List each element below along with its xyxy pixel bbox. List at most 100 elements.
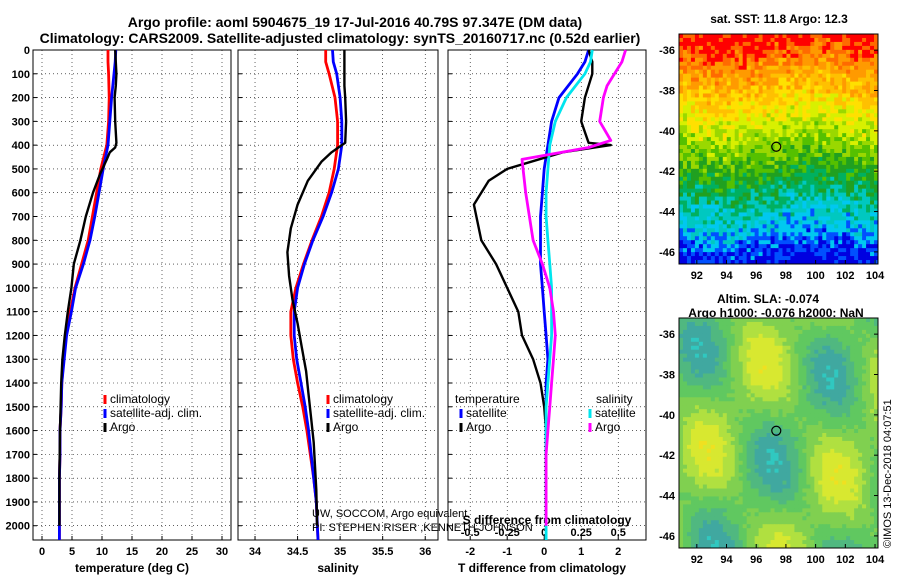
map-cell bbox=[706, 168, 712, 174]
map-cell bbox=[870, 105, 875, 110]
map-cell bbox=[746, 381, 752, 386]
map-cell bbox=[862, 405, 867, 410]
map-cell bbox=[814, 101, 819, 106]
map-cell bbox=[714, 224, 720, 229]
map-cell bbox=[866, 204, 871, 209]
map-cell bbox=[854, 121, 859, 126]
map-cell bbox=[766, 440, 771, 446]
map-cell bbox=[762, 405, 767, 410]
map-cell bbox=[679, 325, 684, 331]
map-cell bbox=[838, 57, 843, 63]
map-cell bbox=[838, 401, 843, 406]
map-cell bbox=[866, 137, 871, 142]
map-cell bbox=[838, 220, 843, 225]
map-cell bbox=[682, 141, 688, 146]
map-cell bbox=[734, 180, 740, 186]
map-cell bbox=[838, 456, 843, 462]
map-cell bbox=[738, 393, 744, 398]
map-cell bbox=[830, 409, 835, 414]
map-cell bbox=[854, 341, 859, 347]
map-cell bbox=[802, 325, 807, 331]
map-cell bbox=[802, 156, 807, 162]
map-cell bbox=[782, 252, 787, 257]
map-cell bbox=[726, 397, 732, 402]
map-cell bbox=[690, 248, 696, 253]
map-cell bbox=[694, 349, 700, 355]
map-cell bbox=[702, 89, 708, 94]
map-cell bbox=[750, 141, 756, 146]
map-cell bbox=[858, 53, 863, 59]
map-cell bbox=[754, 357, 759, 363]
map-cell bbox=[862, 37, 867, 43]
map-cell bbox=[686, 429, 692, 434]
map-cell bbox=[758, 196, 763, 201]
map-cell bbox=[710, 53, 716, 59]
map-cell bbox=[722, 168, 728, 174]
map-cell bbox=[834, 349, 839, 355]
map-cell bbox=[730, 188, 736, 194]
map-cell bbox=[710, 156, 716, 162]
map-cell bbox=[786, 232, 791, 237]
map-cell bbox=[798, 397, 803, 402]
map-cell bbox=[874, 260, 879, 265]
map-cell bbox=[718, 385, 724, 390]
map-cell bbox=[742, 188, 748, 194]
map-cell bbox=[814, 236, 819, 241]
map-cell bbox=[694, 256, 700, 261]
map-cell bbox=[870, 409, 875, 414]
map-cell bbox=[806, 357, 811, 363]
map-cell bbox=[818, 37, 823, 43]
map-cell bbox=[682, 405, 688, 410]
map-cell bbox=[830, 256, 835, 261]
map-cell bbox=[754, 381, 759, 386]
map-cell bbox=[754, 321, 759, 327]
y-tick-label: 600 bbox=[12, 188, 30, 200]
map-cell bbox=[870, 397, 875, 402]
map-cell bbox=[874, 220, 879, 225]
map-cell bbox=[718, 337, 724, 343]
map-cell bbox=[730, 421, 736, 426]
map-cell bbox=[846, 361, 851, 366]
map-cell bbox=[738, 256, 744, 261]
map-cell bbox=[790, 401, 795, 406]
map-cell bbox=[726, 57, 732, 63]
map-cell bbox=[818, 248, 823, 253]
x-axis-label: T difference from climatology bbox=[458, 561, 626, 575]
map-cell bbox=[846, 369, 851, 374]
map-cell bbox=[810, 456, 815, 462]
map-cell bbox=[810, 121, 815, 126]
map-cell bbox=[698, 260, 704, 265]
map-cell bbox=[746, 184, 752, 190]
map-cell bbox=[722, 184, 728, 190]
map-cell bbox=[806, 405, 811, 410]
map-cell bbox=[826, 333, 831, 339]
map-cell bbox=[870, 448, 875, 454]
map-cell bbox=[778, 409, 783, 414]
map-cell bbox=[702, 61, 708, 67]
map-cell bbox=[742, 149, 748, 154]
map-cell bbox=[694, 49, 700, 55]
map-cell bbox=[874, 337, 879, 343]
map-cell bbox=[679, 361, 684, 366]
map-cell bbox=[858, 353, 863, 359]
map-cell bbox=[842, 184, 847, 190]
map-cell bbox=[698, 208, 704, 213]
map-cell bbox=[778, 41, 783, 47]
map-cell bbox=[742, 341, 748, 347]
map-cell bbox=[862, 137, 867, 142]
map-cell bbox=[730, 256, 736, 261]
map-cell bbox=[730, 429, 736, 434]
map-cell bbox=[866, 97, 871, 102]
map-cell bbox=[834, 444, 839, 450]
map-cell bbox=[806, 240, 811, 245]
map-cell bbox=[686, 389, 692, 394]
map-cell bbox=[826, 172, 831, 178]
map-cell bbox=[730, 34, 736, 39]
map-cell bbox=[822, 184, 827, 190]
map-cell bbox=[746, 208, 752, 213]
map-cell bbox=[762, 34, 767, 39]
map-cell bbox=[866, 41, 871, 47]
map-cell bbox=[786, 452, 791, 458]
map-cell bbox=[826, 325, 831, 331]
map-cell bbox=[782, 373, 787, 378]
